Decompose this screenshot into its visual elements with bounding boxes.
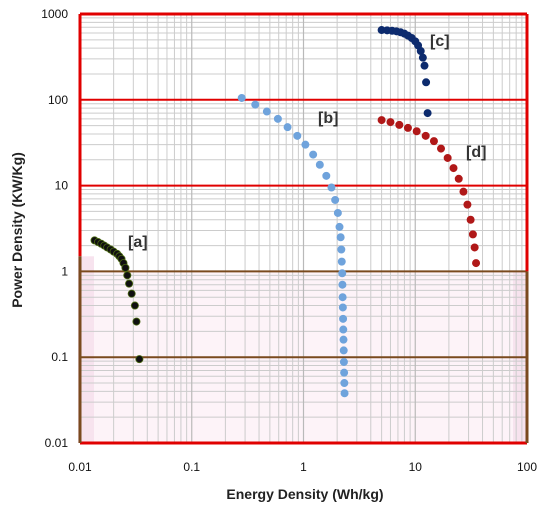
data-point-b (309, 150, 318, 159)
data-point-b (338, 303, 347, 312)
x-tick-label: 10 (409, 460, 423, 474)
data-point-d (421, 131, 430, 140)
data-point-b (262, 107, 271, 116)
data-point-d (468, 230, 477, 239)
data-point-b (333, 208, 342, 217)
data-point-d (386, 118, 395, 127)
data-point-a (125, 279, 134, 288)
data-point-b (273, 114, 282, 123)
data-point-b (339, 314, 348, 323)
series-label-b: [b] (318, 110, 338, 127)
series-label-c: [c] (430, 33, 450, 50)
data-point-b (338, 269, 347, 278)
data-point-b (322, 171, 331, 180)
data-point-b (335, 222, 344, 231)
data-point-c (420, 61, 429, 70)
data-point-d (459, 187, 468, 196)
data-point-b (331, 195, 340, 204)
data-point-a (127, 289, 136, 298)
data-point-d (449, 164, 458, 173)
data-point-b (237, 93, 246, 102)
y-tick-label: 10 (55, 179, 69, 193)
y-tick-label: 0.01 (45, 436, 69, 450)
x-tick-label: 0.01 (68, 460, 92, 474)
data-point-a (130, 301, 139, 310)
data-point-b (336, 233, 345, 242)
data-point-b (337, 245, 346, 254)
lower-band-left-strip (78, 256, 94, 443)
x-axis-title: Energy Density (Wh/kg) (226, 486, 383, 502)
data-point-a (121, 263, 130, 272)
data-point-b (283, 123, 292, 132)
data-point-d (470, 243, 479, 252)
data-point-d (437, 144, 446, 153)
data-point-d (466, 215, 475, 224)
data-point-d (463, 200, 472, 209)
x-tick-label: 0.1 (183, 460, 200, 474)
data-point-d (443, 153, 452, 162)
data-point-b (337, 257, 346, 266)
data-point-b (327, 183, 336, 192)
data-point-b (339, 357, 348, 366)
series-label-a: [a] (128, 234, 148, 251)
data-point-d (377, 116, 386, 125)
data-point-a (123, 271, 132, 280)
data-point-b (315, 160, 324, 169)
data-point-a (135, 355, 144, 364)
data-point-d (429, 137, 438, 146)
data-point-d (454, 174, 463, 183)
data-point-d (403, 123, 412, 132)
data-point-d (472, 259, 481, 268)
data-point-b (251, 100, 260, 109)
data-points (90, 26, 481, 398)
x-tick-labels: 0.01 0.1 1 10 100 (68, 460, 537, 474)
x-tick-label: 1 (300, 460, 307, 474)
y-tick-label: 0.1 (51, 350, 68, 364)
data-point-c (422, 78, 431, 87)
data-point-b (339, 325, 348, 334)
y-tick-labels: 0.01 0.1 1 10 100 1000 (41, 7, 68, 450)
data-point-b (340, 389, 349, 398)
data-point-b (301, 140, 310, 149)
series-labels: [a] [b] [c] [d] (128, 33, 486, 251)
series-label-d: [d] (466, 144, 486, 161)
data-point-b (338, 280, 347, 289)
y-axis-title: Power Density (KW/Kg) (9, 152, 25, 308)
y-tick-label: 1 (61, 264, 68, 278)
data-point-a (132, 317, 141, 326)
x-tick-label: 100 (517, 460, 537, 474)
data-point-b (340, 368, 349, 377)
data-point-c (418, 53, 427, 62)
plot-frame (78, 12, 529, 445)
major-gridlines (80, 14, 527, 443)
data-point-b (340, 379, 349, 388)
data-point-b (339, 346, 348, 355)
y-tick-label: 100 (48, 93, 68, 107)
data-point-b (339, 335, 348, 344)
data-point-d (395, 120, 404, 129)
data-point-c (416, 47, 425, 56)
data-point-c (423, 109, 432, 118)
data-point-b (338, 293, 347, 302)
data-point-d (412, 127, 421, 136)
data-point-b (293, 131, 302, 140)
y-tick-label: 1000 (41, 7, 68, 21)
